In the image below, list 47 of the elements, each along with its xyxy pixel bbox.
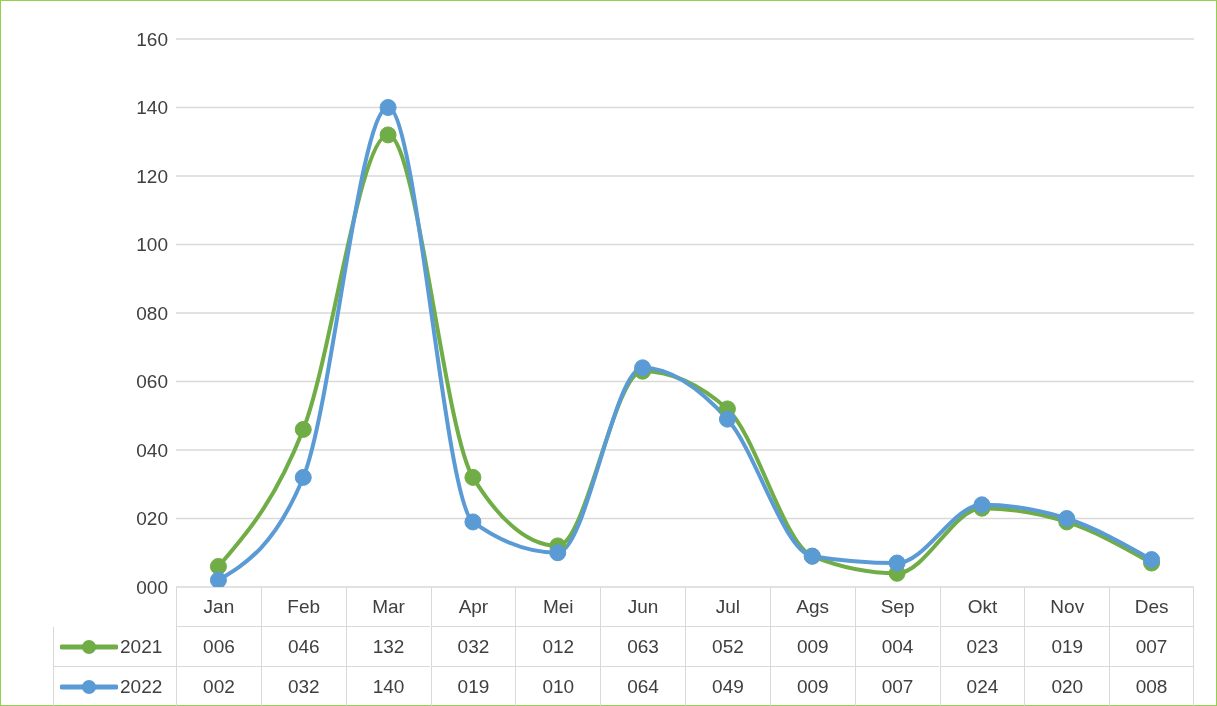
data-label: 032 [430, 627, 516, 667]
x-tick-label: Mei [515, 587, 601, 627]
data-label: 020 [1024, 667, 1110, 706]
y-tick-label: 160 [136, 28, 168, 50]
x-tick-label: Nov [1024, 587, 1110, 627]
data-label: 049 [685, 667, 770, 706]
data-label: 023 [939, 627, 1025, 667]
x-tick-label: Feb [260, 587, 346, 627]
y-tick-label: 000 [136, 576, 168, 598]
x-tick-label: Jun [600, 587, 685, 627]
data-label: 010 [515, 667, 601, 706]
x-tick-label: Mar [345, 587, 431, 627]
data-label: 019 [430, 667, 516, 706]
x-tick-label: Okt [939, 587, 1025, 627]
y-tick-label: 040 [136, 439, 168, 461]
data-label: 007 [854, 667, 940, 706]
data-label: 024 [939, 667, 1025, 706]
data-label: 009 [769, 627, 855, 667]
y-tick-label: 140 [136, 97, 168, 119]
data-label: 009 [769, 667, 855, 706]
data-label: 019 [1024, 627, 1110, 667]
data-label: 012 [515, 627, 601, 667]
data-label: 004 [854, 627, 940, 667]
data-label: 052 [685, 627, 770, 667]
x-tick-label: Ags [769, 587, 855, 627]
data-label: 132 [345, 627, 431, 667]
y-tick-label: 060 [136, 371, 168, 393]
legend-label: 2022 [120, 675, 163, 698]
x-tick-label: Jan [176, 587, 261, 627]
y-tick-label: 120 [136, 165, 168, 187]
data-label: 064 [600, 667, 685, 706]
x-tick-label: Jul [685, 587, 770, 627]
y-tick-label: 020 [136, 508, 168, 530]
data-label: 007 [1109, 627, 1194, 667]
data-label: 008 [1109, 667, 1194, 706]
data-label: 063 [600, 627, 685, 667]
data-label: 006 [176, 627, 261, 667]
x-tick-label: Des [1109, 587, 1194, 627]
x-tick-label: Sep [854, 587, 940, 627]
data-label: 032 [260, 667, 346, 706]
data-label: 046 [260, 627, 346, 667]
y-tick-label: 080 [136, 302, 168, 324]
data-label: 140 [345, 667, 431, 706]
legend-label: 2021 [120, 635, 163, 658]
x-tick-label: Apr [430, 587, 516, 627]
data-label: 002 [176, 667, 261, 706]
y-tick-label: 100 [136, 234, 168, 256]
